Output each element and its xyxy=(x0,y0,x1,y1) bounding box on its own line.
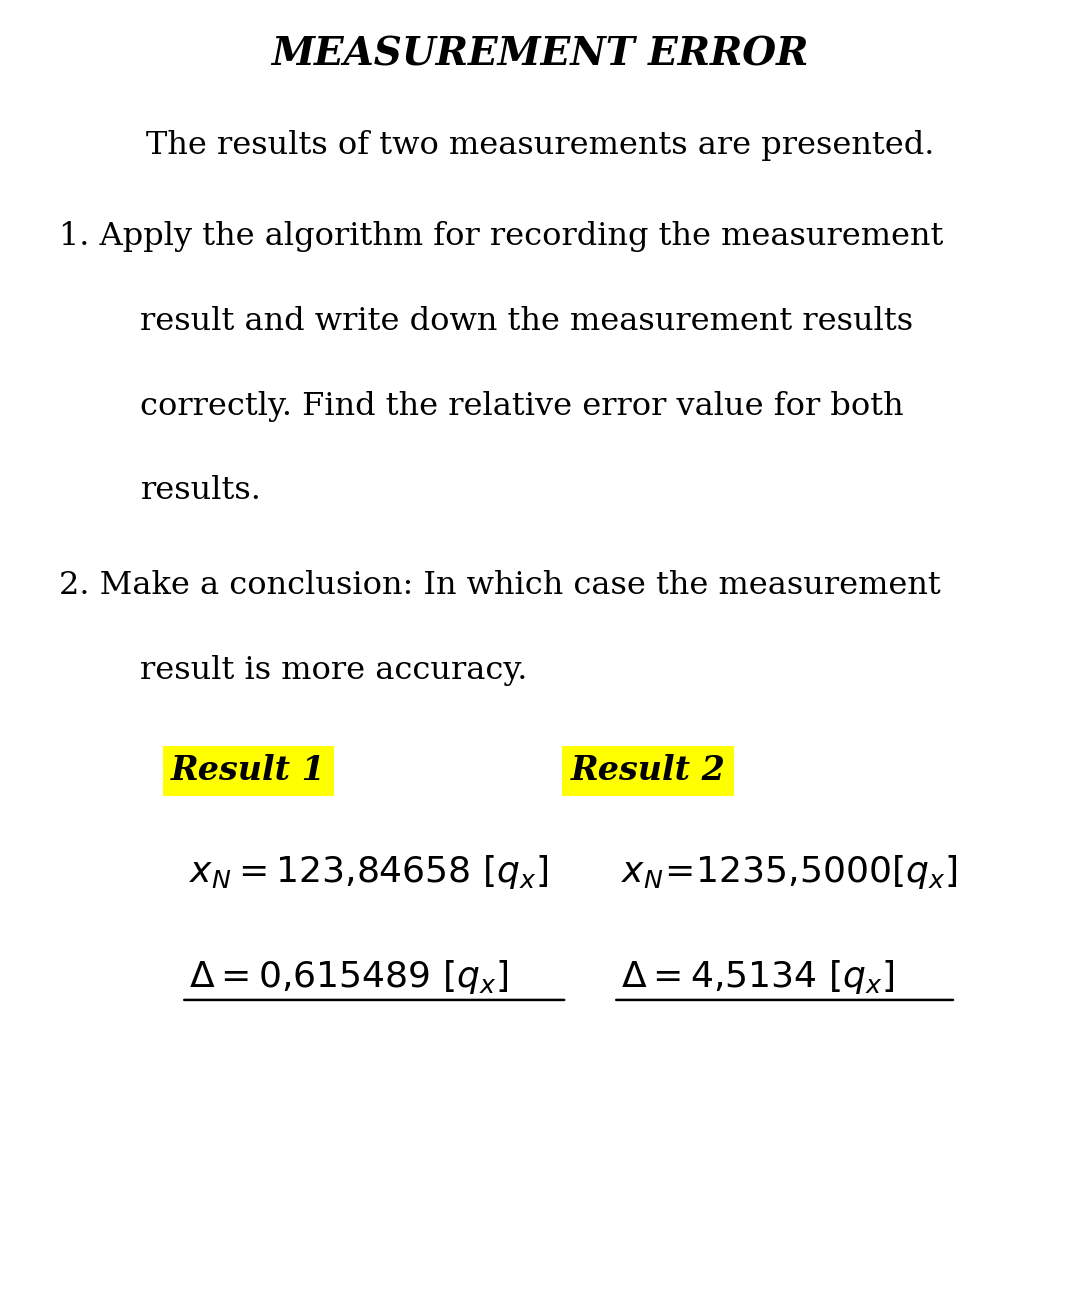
Text: Result 1: Result 1 xyxy=(171,754,326,788)
Text: $\Delta = 0{,}615489\ [q_x]$: $\Delta = 0{,}615489\ [q_x]$ xyxy=(189,957,509,996)
Text: 2. Make a conclusion: In which case the measurement: 2. Make a conclusion: In which case the … xyxy=(59,570,941,602)
Text: results.: results. xyxy=(140,475,261,506)
Text: result and write down the measurement results: result and write down the measurement re… xyxy=(140,306,914,337)
Text: Result 2: Result 2 xyxy=(570,754,726,788)
Text: MEASUREMENT ERROR: MEASUREMENT ERROR xyxy=(271,35,809,74)
Text: $x_N\!=\!1235{,}5000[q_x]$: $x_N\!=\!1235{,}5000[q_x]$ xyxy=(621,853,957,892)
Text: result is more accuracy.: result is more accuracy. xyxy=(140,655,528,686)
Text: 1. Apply the algorithm for recording the measurement: 1. Apply the algorithm for recording the… xyxy=(59,221,944,253)
Text: The results of two measurements are presented.: The results of two measurements are pres… xyxy=(146,130,934,161)
Text: correctly. Find the relative error value for both: correctly. Find the relative error value… xyxy=(140,391,904,422)
Text: $x_N = 123{,}84658\ [q_x]$: $x_N = 123{,}84658\ [q_x]$ xyxy=(189,853,549,892)
Text: $\Delta = 4{,}5134\ [q_x]$: $\Delta = 4{,}5134\ [q_x]$ xyxy=(621,957,894,996)
